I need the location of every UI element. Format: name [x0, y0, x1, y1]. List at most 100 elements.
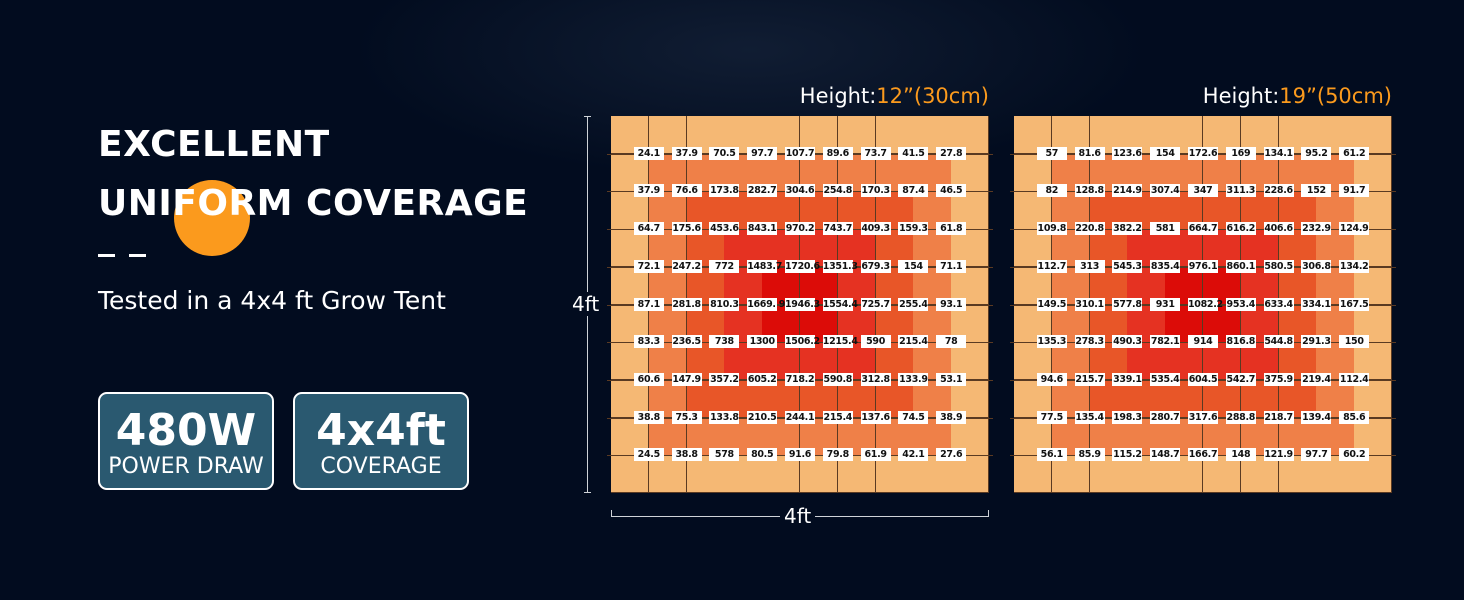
ppfd-value-label: 409.3: [860, 222, 891, 236]
ppfd-value-label: 970.2: [785, 222, 815, 236]
ppfd-value-label: 93.1: [936, 297, 967, 311]
ppfd-value-label: 590.8: [822, 372, 853, 386]
ppfd-value-label: 220.8: [1074, 222, 1105, 236]
x-dimension-tick: [611, 510, 612, 517]
ppfd-value-label: 91.7: [1339, 184, 1370, 198]
ppfd-value-label: 74.5: [898, 410, 929, 424]
ppfd-value-label: 219.4: [1301, 372, 1332, 386]
ppfd-value-label: 1669. 9: [747, 297, 786, 311]
headline-line1: EXCELLENT: [98, 124, 330, 165]
ppfd-value-label: 725.7: [860, 297, 891, 311]
ppfd-value-label: 291.3: [1301, 335, 1332, 349]
ppfd-value-label: 232.9: [1301, 222, 1332, 236]
ppfd-value-label: 406.6: [1263, 222, 1294, 236]
headline-line2: UNIFORM COVERAGE: [98, 183, 529, 224]
ppfd-value-label: 616.2: [1225, 222, 1256, 236]
ppfd-value-label: 306.8: [1301, 259, 1332, 273]
ppfd-value-label: 38.8: [633, 410, 664, 424]
heatmap-cell: [951, 455, 990, 494]
dash-decoration: [98, 254, 115, 257]
ppfd-value-label: 41.5: [898, 146, 929, 160]
ppfd-value-label: 772: [709, 259, 740, 273]
ppfd-value-label: 134.1: [1263, 146, 1294, 160]
ppfd-value-label: 1720.6: [785, 259, 820, 273]
heatmap-cell: [1165, 455, 1204, 494]
ppfd-value-label: 214.9: [1112, 184, 1143, 198]
coverage-badge: 4x4ft COVERAGE: [293, 392, 469, 490]
heatmap-cell: [800, 455, 839, 494]
ppfd-value-label: 91.6: [785, 448, 815, 462]
ppfd-value-label: 73.7: [860, 146, 891, 160]
ppfd-value-label: 170.3: [860, 184, 891, 198]
ppfd-value-label: 288.8: [1225, 410, 1256, 424]
heatmap-cell: [1127, 455, 1166, 494]
badge-value: 480W: [115, 405, 257, 456]
ppfd-value-label: 278.3: [1074, 335, 1105, 349]
subtitle: Tested in a 4x4 ft Grow Tent: [98, 286, 446, 315]
heatmap-cell: [1354, 455, 1393, 494]
ppfd-value-label: 453.6: [709, 222, 740, 236]
ppfd-value-label: 578: [709, 448, 740, 462]
ppfd-value-label: 71.1: [936, 259, 967, 273]
ppfd-value-label: 604.5: [1188, 372, 1218, 386]
ppfd-value-label: 860.1: [1225, 259, 1256, 273]
ppfd-value-label: 137.6: [860, 410, 891, 424]
heatmap-cell: [648, 455, 688, 494]
ppfd-value-label: 542.7: [1225, 372, 1256, 386]
ppfd-value-label: 56.1: [1036, 448, 1067, 462]
ppfd-value-label: 139.4: [1301, 410, 1332, 424]
ppfd-value-label: 154: [898, 259, 929, 273]
ppfd-value-label: 27.6: [936, 448, 967, 462]
ppfd-value-label: 80.5: [747, 448, 778, 462]
ppfd-value-label: 215.4: [822, 410, 853, 424]
ppfd-value-label: 581: [1150, 222, 1181, 236]
ppfd-value-label: 605.2: [747, 372, 778, 386]
ppfd-value-label: 38.8: [671, 448, 702, 462]
badge-label: COVERAGE: [320, 454, 442, 479]
ppfd-value-label: 87.4: [898, 184, 929, 198]
y-dimension-tick: [584, 116, 591, 117]
ppfd-value-label: 133.8: [709, 410, 740, 424]
ppfd-value-label: 317.6: [1188, 410, 1218, 424]
ppfd-value-label: 64.7: [633, 222, 664, 236]
ppfd-value-label: 133.9: [898, 372, 929, 386]
ppfd-value-label: 218.7: [1263, 410, 1294, 424]
ppfd-value-label: 633.4: [1263, 297, 1294, 311]
ppfd-value-label: 244.1: [785, 410, 815, 424]
x-axis-label: 4ft: [780, 504, 816, 528]
ppfd-value-label: 254.8: [822, 184, 853, 198]
ppfd-value-label: 679.3: [860, 259, 891, 273]
heatmap-cell: [837, 455, 877, 494]
heatmap-cell: [1089, 455, 1128, 494]
ppfd-value-label: 215.7: [1074, 372, 1105, 386]
ppfd-value-label: 154: [1150, 146, 1181, 160]
ppfd-value-label: 490.3: [1112, 335, 1143, 349]
ppfd-value-label: 210.5: [747, 410, 778, 424]
heatmap-cell: [1014, 417, 1053, 456]
ppfd-value-label: 61.9: [860, 448, 891, 462]
heatmap-cell: [875, 455, 914, 494]
heatmap-cell: [686, 455, 725, 494]
ppfd-value-label: 664.7: [1188, 222, 1218, 236]
ppfd-value-label: 148.7: [1150, 448, 1181, 462]
ppfd-value-label: 135.3: [1036, 335, 1067, 349]
ppfd-value-label: 247.2: [671, 259, 702, 273]
ppfd-value-label: 159.3: [898, 222, 929, 236]
ppfd-value-label: 738: [709, 335, 740, 349]
heatmap-cell: [951, 266, 990, 305]
ppfd-value-label: 1483.7: [747, 259, 783, 273]
ppfd-value-label: 357.2: [709, 372, 740, 386]
heatmap-cell: [1203, 455, 1242, 494]
ppfd-value-label: 281.8: [671, 297, 702, 311]
ppfd-value-label: 167.5: [1339, 297, 1370, 311]
ppfd-value-label: 135.4: [1074, 410, 1105, 424]
ppfd-value-label: 147.9: [671, 372, 702, 386]
ppfd-value-label: 835.4: [1150, 259, 1181, 273]
heatmap-19in: 57 81.6 123.6 154 172.6 169 134.1 95.2 61.2 82 128…: [1010, 116, 1396, 494]
heatmap-12in: 24.1 37.9 70.5 97.7 107.7 89.6 73.7 41.5 27.8 37.…: [607, 116, 993, 494]
ppfd-value-label: 85.9: [1074, 448, 1105, 462]
ppfd-value-label: 1082.2: [1188, 297, 1223, 311]
x-dimension-tick: [988, 510, 989, 517]
ppfd-value-label: 78: [936, 335, 967, 349]
orange-accent-dot: [174, 180, 250, 256]
